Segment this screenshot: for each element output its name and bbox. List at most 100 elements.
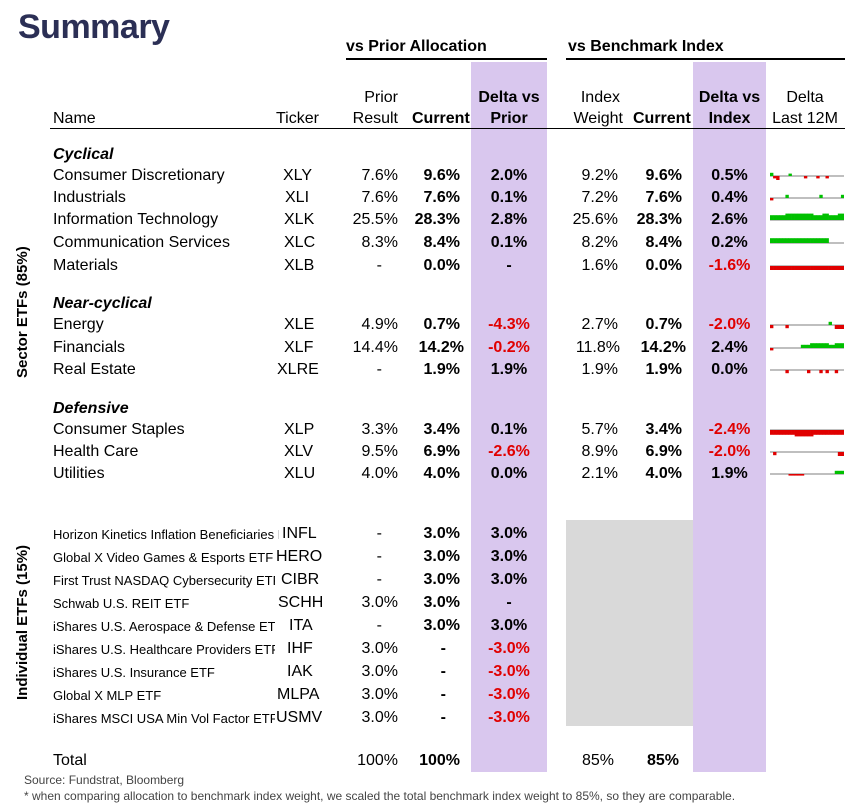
header-delta-12m-2: Last 12M <box>772 110 838 127</box>
row-current: 3.4% <box>423 421 460 438</box>
row-index: 8.2% <box>581 234 618 251</box>
sparkline-bar <box>803 430 808 437</box>
section-title-defensive: Defensive <box>53 400 129 417</box>
sparkline <box>770 451 844 456</box>
row-current: 8.4% <box>423 234 460 251</box>
row-prior: - <box>376 361 382 378</box>
sparkline-bar <box>834 343 839 348</box>
row-delta-index: 2.4% <box>711 339 748 356</box>
row-ticker: XLI <box>285 189 310 206</box>
sparkline-bar <box>813 238 817 243</box>
row-name: Health Care <box>53 443 139 460</box>
sparkline-bar <box>834 325 839 329</box>
sparkline-bar <box>822 430 826 435</box>
header-name: Name <box>53 110 96 127</box>
header-underline <box>50 128 845 129</box>
row-name: Utilities <box>53 465 105 482</box>
sparkline-bar <box>785 213 789 220</box>
sparkline-bar <box>788 474 792 476</box>
row-delta-index: -1.6% <box>708 257 751 274</box>
sparkline-bar <box>797 430 802 437</box>
header-delta-prior-1: Delta vs <box>478 89 540 106</box>
row-ticker: XLE <box>284 316 315 333</box>
row-index: 5.7% <box>581 421 618 438</box>
sparkline-bar <box>840 430 844 435</box>
sparkline-bar <box>782 238 786 243</box>
row-current-2: 8.4% <box>645 234 682 251</box>
sparkline-bar <box>831 266 836 270</box>
row-current-2: 7.6% <box>645 189 682 206</box>
header-ticker: Ticker <box>276 110 319 127</box>
sparkline-bar <box>834 370 839 374</box>
row-name: Schwab U.S. REIT ETF <box>53 596 190 611</box>
vertical-label-individual: Individual ETFs (15%) <box>14 544 31 700</box>
row-prior: - <box>376 548 382 565</box>
sparkline-bar <box>828 266 832 270</box>
row-index: 2.1% <box>581 465 618 482</box>
total-label: Total <box>53 752 87 769</box>
row-index: 2.7% <box>581 316 618 333</box>
row-current: 1.9% <box>423 361 460 378</box>
row-delta-index: 0.4% <box>711 189 748 206</box>
page-title: Summary <box>18 8 170 46</box>
row-delta-prior: 3.0% <box>490 617 528 634</box>
sparkline-bar <box>813 266 817 270</box>
row-current: 7.6% <box>423 189 460 206</box>
sparkline-bar <box>797 474 802 476</box>
row-current: 3.0% <box>423 525 460 542</box>
sparkline-bar <box>779 215 783 220</box>
sparkline-bar <box>807 266 811 270</box>
row-index: 7.2% <box>581 189 618 206</box>
row-current-2: 14.2% <box>640 339 686 356</box>
row-ticker: XLB <box>284 257 315 274</box>
row-ticker: INFL <box>282 525 317 542</box>
sparkline-bar <box>803 176 808 179</box>
sparkline-bar <box>800 213 805 220</box>
sparkline-bar <box>807 344 811 348</box>
row-name: Financials <box>53 339 126 356</box>
section-title-cyclical: Cyclical <box>53 146 114 163</box>
row-delta-index: 0.5% <box>711 167 748 184</box>
row-ticker: XLF <box>284 339 314 356</box>
sparkline-bar <box>800 266 805 270</box>
row-current: 0.0% <box>423 257 460 274</box>
sparkline-bar <box>819 430 823 435</box>
sparkline-bar <box>785 238 789 243</box>
row-current: - <box>440 640 446 657</box>
row-ticker: SCHH <box>278 594 324 611</box>
sparkline-bar <box>807 213 811 220</box>
sparkline-bar <box>770 238 774 243</box>
header-delta-12m-1: Delta <box>786 89 824 106</box>
sparkline-bar <box>825 266 829 270</box>
row-delta-prior: 0.0% <box>490 465 528 482</box>
sparkline-bar <box>776 430 780 435</box>
total-prior: 100% <box>357 752 398 769</box>
row-index: 8.9% <box>581 443 618 460</box>
row-current: 6.9% <box>423 443 460 460</box>
sparkline-bar <box>797 213 802 220</box>
sparkline-bar <box>810 430 814 437</box>
sparkline-bar <box>800 238 805 243</box>
row-ticker: HERO <box>276 548 323 565</box>
group-underline-prior <box>346 58 547 60</box>
row-prior: 4.0% <box>361 465 398 482</box>
row-prior: 3.3% <box>361 421 398 438</box>
row-current: - <box>440 686 446 703</box>
row-ticker: IAK <box>287 663 313 680</box>
row-name: First Trust NASDAQ Cybersecurity ETF <box>53 573 275 588</box>
sparkline-bar <box>779 266 783 270</box>
sparkline-bar <box>831 215 836 220</box>
sparkline-bar <box>819 238 823 243</box>
sparkline-bar <box>800 344 805 348</box>
row-prior: 3.0% <box>361 640 398 657</box>
sparkline-bar <box>828 430 832 435</box>
row-prior: 3.0% <box>361 663 398 680</box>
sparkline <box>770 213 844 221</box>
sparkline-bar <box>819 266 823 270</box>
row-name: Industrials <box>53 189 126 206</box>
row-prior: - <box>376 257 382 274</box>
sparkline-bar <box>834 430 839 435</box>
row-prior: - <box>376 571 382 588</box>
header-delta-index-1: Delta vs <box>698 89 761 106</box>
sparkline-bar <box>837 266 842 270</box>
